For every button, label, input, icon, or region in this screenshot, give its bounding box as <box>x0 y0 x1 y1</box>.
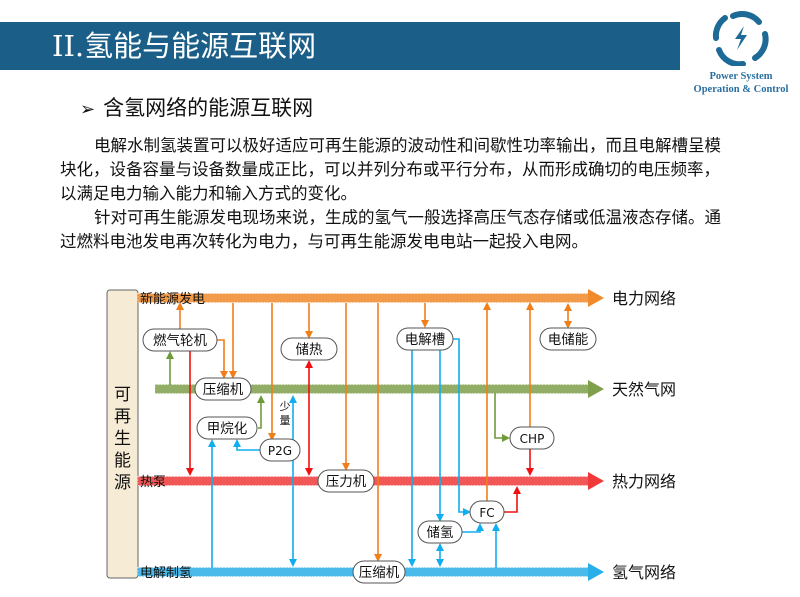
source-char: 能 <box>114 451 131 471</box>
svg-text:量: 量 <box>280 414 291 427</box>
arrow-gas-turbine-to-compressor <box>216 339 228 379</box>
svg-text:甲烷化: 甲烷化 <box>207 421 248 437</box>
node-compressor2: 压缩机 <box>352 560 406 584</box>
bullet-arrow-icon: ➢ <box>80 99 96 120</box>
arrow-h2-storage-to-fc <box>461 523 484 533</box>
node-heat-storage: 储热 <box>280 337 338 361</box>
node-fc: FC <box>469 500 505 524</box>
svg-text:压力机: 压力机 <box>326 474 367 490</box>
logo-text-line-2: Operation & Control <box>693 84 789 95</box>
small-amount-label: 少量 <box>280 400 291 427</box>
paragraph: 电解水制氢装置可以极好适应可再生能源的波动性和间歇性功率输出，而且电解槽呈模块化… <box>60 136 721 203</box>
section-heading: ➢ 含氢网络的能源互联网 <box>80 92 313 122</box>
node-chp: CHP <box>509 426 555 450</box>
header-bar <box>0 22 680 70</box>
svg-text:电解槽: 电解槽 <box>405 332 446 348</box>
bus-start-label: 热泵 <box>140 475 166 490</box>
bus-end-label: 氢气网络 <box>612 563 676 582</box>
source-char: 源 <box>114 473 131 493</box>
svg-text:CHP: CHP <box>520 432 545 446</box>
source-char: 生 <box>114 429 131 449</box>
bus-h2: 氢气网络 电解制氢 <box>137 563 676 582</box>
bus-end-label: 热力网络 <box>612 472 676 491</box>
node-compressor1: 压缩机 <box>194 377 252 401</box>
bus-power: 电力网络 新能源发电 <box>137 289 676 308</box>
renewable-source-box <box>106 289 139 579</box>
svg-text:压缩机: 压缩机 <box>203 382 244 398</box>
source-char: 再 <box>114 407 131 427</box>
node-pressure-machine: 压力机 <box>317 469 375 493</box>
section-heading-text: 含氢网络的能源互联网 <box>103 96 314 120</box>
renewable-source-label: 可再生能源 <box>114 385 131 493</box>
svg-text:储氢: 储氢 <box>427 525 454 541</box>
bus-start-label: 电解制氢 <box>140 566 192 581</box>
turbine-logo-icon <box>712 11 769 68</box>
logo-text-line-1: Power System <box>709 71 773 82</box>
svg-text:少: 少 <box>280 400 291 413</box>
svg-text:P2G: P2G <box>268 444 292 458</box>
node-p2g: P2G <box>259 438 301 462</box>
svg-text:压缩机: 压缩机 <box>359 565 400 581</box>
bus-heat: 热力网络 热泵 <box>137 472 676 491</box>
bus-end-label: 电力网络 <box>612 289 676 308</box>
node-electrolyzer: 电解槽 <box>396 327 454 351</box>
bus-gas: 天然气网 <box>154 380 676 399</box>
node-h2-storage: 储氢 <box>417 520 463 544</box>
bus-start-label: 新能源发电 <box>140 291 205 307</box>
svg-text:电储能: 电储能 <box>548 332 589 348</box>
arrow-gas-to-chp <box>494 393 510 442</box>
body-text: 电解水制氢装置可以极好适应可再生能源的波动性和间歇性功率输出，而且电解槽呈模块化… <box>60 134 730 254</box>
svg-text:FC: FC <box>479 506 494 520</box>
bus-arrowhead-icon <box>588 380 604 398</box>
logo: Power System Operation & Control <box>686 8 796 98</box>
bus-arrowhead-icon <box>588 563 604 581</box>
node-gas-turbine: 燃气轮机 <box>142 328 218 352</box>
arrow-p2g-to-methanation <box>233 439 261 451</box>
bus-end-label: 天然气网 <box>612 380 676 399</box>
arrow-methanation-to-gas <box>257 395 265 429</box>
page-title: II.氢能与能源互联网 <box>52 29 317 63</box>
svg-text:燃气轮机: 燃气轮机 <box>153 332 207 349</box>
arrow-electrolyzer-to-fc <box>453 338 471 516</box>
paragraph: 针对可再生能源发电现场来说，生成的氢气一般选择高压气态存储或低温液态存储。通过燃… <box>60 208 721 251</box>
source-char: 可 <box>114 385 131 405</box>
bus-arrowhead-icon <box>588 289 604 307</box>
node-power-storage: 电储能 <box>539 327 597 351</box>
node-methanation: 甲烷化 <box>196 416 258 440</box>
svg-text:储热: 储热 <box>296 342 323 358</box>
bus-arrowhead-icon <box>588 472 604 490</box>
arrow-fc-to-heat <box>504 486 521 513</box>
